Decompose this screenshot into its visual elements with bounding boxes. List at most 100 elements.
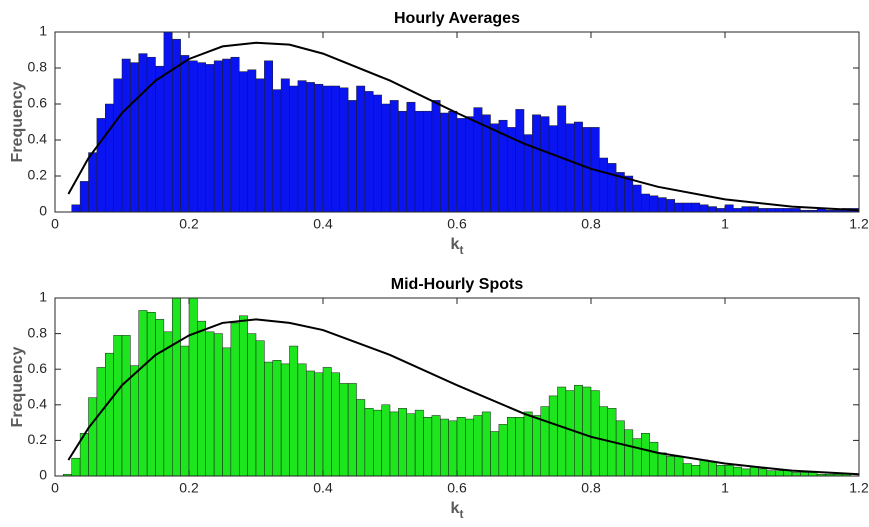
bar bbox=[406, 413, 416, 477]
bar bbox=[356, 85, 366, 213]
bar bbox=[280, 363, 290, 477]
bar bbox=[749, 206, 759, 213]
fit-curve bbox=[67, 41, 860, 212]
bar bbox=[758, 208, 768, 213]
bar bbox=[364, 408, 374, 477]
bar bbox=[138, 310, 148, 477]
y-axis-label: Frequency bbox=[9, 346, 26, 427]
bar bbox=[724, 465, 734, 477]
bar bbox=[347, 100, 357, 213]
bar bbox=[666, 456, 675, 477]
x-tick-label: 1.2 bbox=[849, 480, 869, 496]
x-tick-label: 1 bbox=[721, 216, 729, 232]
bar bbox=[758, 468, 768, 477]
bar bbox=[222, 58, 232, 213]
bar bbox=[314, 372, 324, 477]
bar bbox=[641, 193, 650, 213]
bar bbox=[205, 331, 215, 477]
chart-title: Mid-Hourly Spots bbox=[391, 276, 524, 293]
bar bbox=[674, 456, 684, 477]
bar bbox=[172, 297, 181, 477]
bar bbox=[121, 335, 131, 477]
bar bbox=[255, 78, 265, 213]
bar bbox=[381, 103, 391, 213]
bar bbox=[255, 340, 265, 477]
bar bbox=[289, 85, 299, 213]
bar bbox=[130, 62, 139, 213]
bar bbox=[741, 206, 751, 213]
bar bbox=[155, 65, 165, 213]
bar bbox=[548, 125, 558, 213]
bar bbox=[582, 386, 592, 477]
bar bbox=[389, 100, 399, 213]
bar bbox=[163, 331, 173, 477]
bar bbox=[431, 100, 441, 213]
bar bbox=[230, 322, 240, 477]
bar bbox=[666, 199, 675, 213]
bar bbox=[423, 110, 433, 213]
bar bbox=[532, 415, 541, 477]
bar bbox=[163, 31, 173, 213]
bar bbox=[297, 80, 307, 213]
y-tick-label: 0.4 bbox=[28, 396, 48, 412]
bar bbox=[322, 85, 332, 213]
bar bbox=[641, 433, 650, 477]
x-tick-label: 0.6 bbox=[447, 480, 467, 496]
bar bbox=[448, 420, 458, 477]
bar bbox=[574, 121, 583, 213]
x-tick-label: 0.6 bbox=[447, 216, 467, 232]
bar bbox=[389, 411, 399, 477]
bar bbox=[381, 404, 391, 477]
bar bbox=[297, 363, 307, 477]
bar bbox=[590, 390, 600, 477]
bar bbox=[716, 208, 726, 213]
bar bbox=[515, 417, 525, 477]
bar bbox=[347, 383, 357, 477]
bar bbox=[71, 457, 81, 477]
bar bbox=[657, 452, 667, 477]
bar bbox=[775, 470, 784, 477]
y-tick-label: 0.2 bbox=[28, 431, 48, 447]
bar bbox=[749, 466, 759, 477]
bar bbox=[197, 320, 206, 477]
y-tick-label: 0 bbox=[39, 203, 47, 219]
x-tick-label: 0.2 bbox=[179, 480, 199, 496]
bar bbox=[272, 89, 282, 213]
bar bbox=[766, 470, 776, 477]
bar bbox=[188, 60, 198, 213]
bar bbox=[473, 415, 483, 477]
bar bbox=[105, 352, 114, 477]
bar bbox=[490, 123, 500, 213]
bar bbox=[599, 157, 608, 213]
y-tick-label: 0.8 bbox=[28, 59, 48, 75]
bar bbox=[247, 69, 257, 213]
y-tick-label: 0.4 bbox=[28, 131, 48, 147]
bar bbox=[540, 116, 550, 213]
bar bbox=[733, 466, 742, 477]
bar bbox=[456, 118, 466, 213]
y-tick-label: 1 bbox=[39, 23, 47, 39]
bar bbox=[239, 71, 248, 213]
bar bbox=[498, 424, 508, 477]
bar bbox=[733, 208, 742, 213]
bar bbox=[540, 406, 550, 477]
bar bbox=[532, 114, 541, 213]
bar bbox=[289, 345, 299, 477]
bar bbox=[121, 58, 131, 213]
bar bbox=[716, 465, 726, 477]
bar bbox=[272, 360, 282, 477]
bar bbox=[155, 319, 165, 477]
bar bbox=[314, 83, 324, 213]
bar bbox=[213, 60, 223, 213]
bar bbox=[465, 116, 474, 213]
bar bbox=[708, 461, 717, 477]
bar bbox=[431, 415, 441, 477]
bar bbox=[398, 408, 407, 477]
x-tick-label: 0.4 bbox=[313, 480, 333, 496]
bar bbox=[205, 64, 215, 213]
bar bbox=[624, 175, 634, 213]
bar bbox=[280, 78, 290, 213]
bar bbox=[105, 103, 114, 213]
bar bbox=[96, 118, 106, 213]
bar bbox=[657, 197, 667, 213]
